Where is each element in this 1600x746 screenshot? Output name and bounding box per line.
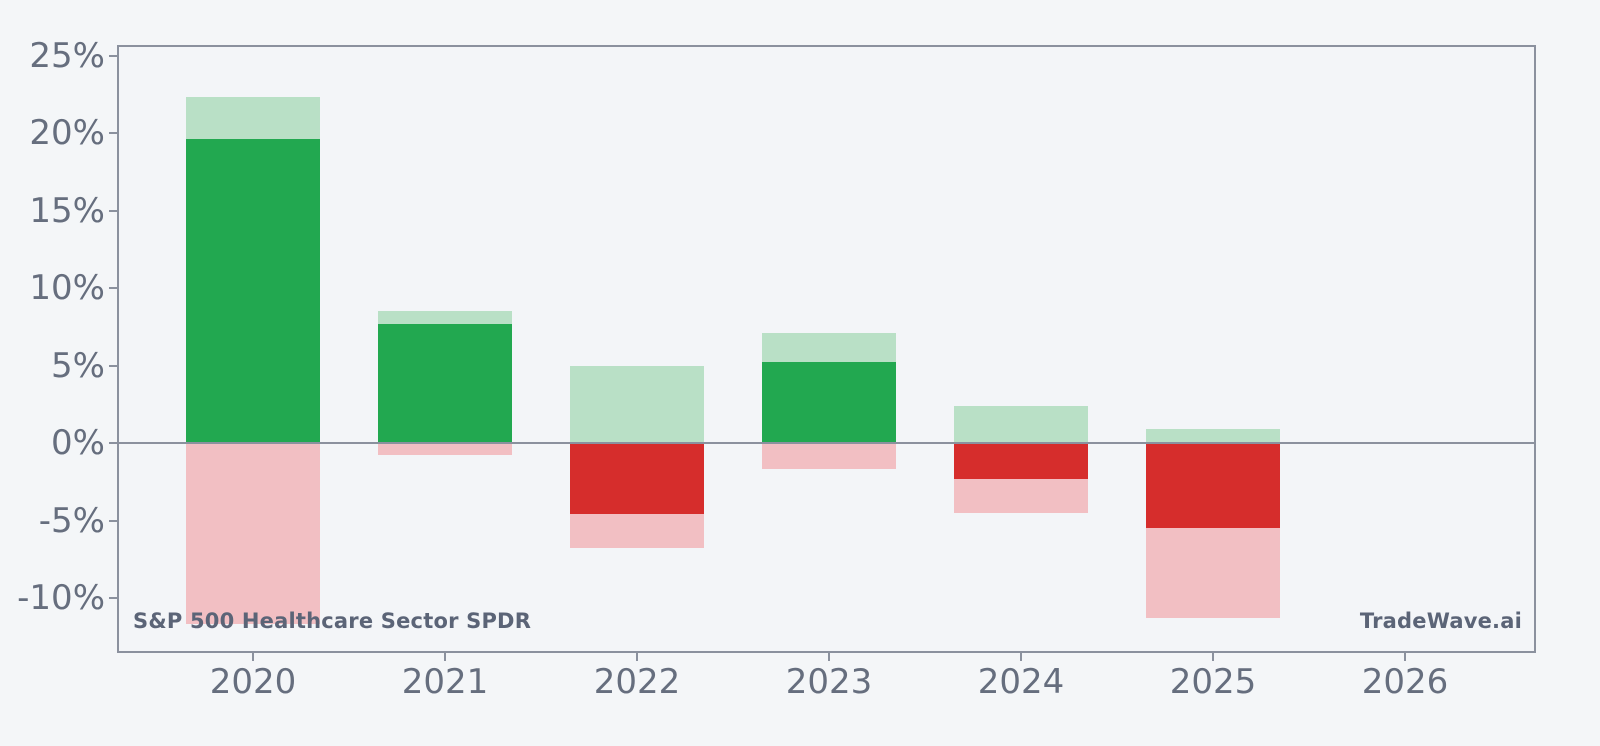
bar-2024-max-drawdown — [954, 479, 1088, 513]
x-tick-label: 2025 — [1169, 662, 1257, 702]
x-tick-mark — [1404, 653, 1406, 661]
y-tick-label: 15% — [29, 191, 105, 231]
x-tick-label: 2024 — [977, 662, 1065, 702]
x-tick-label: 2022 — [593, 662, 681, 702]
brand-watermark: TradeWave.ai — [1359, 609, 1522, 633]
bar-2023-max-drawdown — [762, 443, 896, 469]
bar-2022-return-negative — [570, 443, 704, 514]
bar-2025-max-gain — [1146, 429, 1280, 443]
y-tick-label: 0% — [51, 423, 105, 463]
x-tick-mark — [1020, 653, 1022, 661]
y-tick-mark — [109, 287, 117, 289]
bar-2021-return-positive — [378, 324, 512, 443]
bar-2023-return-positive — [762, 362, 896, 443]
y-tick-mark — [109, 55, 117, 57]
x-tick-mark — [444, 653, 446, 661]
y-tick-mark — [109, 442, 117, 444]
bar-2020-max-drawdown — [186, 443, 320, 624]
y-tick-label: 20% — [29, 113, 105, 153]
y-tick-label: -5% — [38, 501, 105, 541]
bar-2022-max-gain — [570, 366, 704, 443]
y-tick-mark — [109, 520, 117, 522]
y-tick-label: 5% — [51, 346, 105, 386]
x-tick-label: 2023 — [785, 662, 873, 702]
bar-2022-max-drawdown — [570, 514, 704, 548]
bar-2021-max-drawdown — [378, 443, 512, 455]
bar-2024-return-negative — [954, 443, 1088, 479]
bar-2025-max-drawdown — [1146, 528, 1280, 618]
y-tick-label: -10% — [17, 578, 105, 618]
zero-baseline — [119, 442, 1534, 444]
x-tick-label: 2021 — [401, 662, 489, 702]
chart-series-label: S&P 500 Healthcare Sector SPDR — [133, 609, 532, 633]
bar-2021-max-gain — [378, 311, 512, 324]
bar-2020-max-gain — [186, 97, 320, 139]
y-tick-mark — [109, 132, 117, 134]
y-tick-mark — [109, 365, 117, 367]
y-tick-label: 10% — [29, 268, 105, 308]
y-tick-mark — [109, 210, 117, 212]
x-tick-mark — [252, 653, 254, 661]
y-tick-mark — [109, 597, 117, 599]
bar-2023-max-gain — [762, 333, 896, 362]
x-tick-label: 2026 — [1361, 662, 1449, 702]
x-tick-mark — [828, 653, 830, 661]
x-tick-mark — [1212, 653, 1214, 661]
bar-2020-return-positive — [186, 139, 320, 443]
y-tick-label: 25% — [29, 36, 105, 76]
bar-2024-max-gain — [954, 406, 1088, 443]
x-tick-label: 2020 — [209, 662, 297, 702]
bar-2025-return-negative — [1146, 443, 1280, 528]
x-tick-mark — [636, 653, 638, 661]
